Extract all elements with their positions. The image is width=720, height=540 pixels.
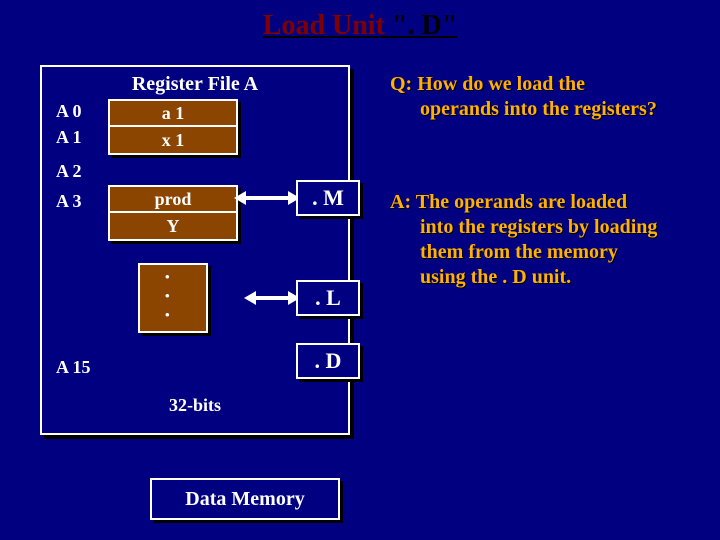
reg-label-A15: A 15 xyxy=(56,357,91,378)
slide-title: Load Unit ". D" xyxy=(0,10,720,42)
register-file-title: Register File A xyxy=(42,73,348,96)
answer-line2: into the registers by loading xyxy=(390,215,705,240)
reg-cell-A3-Y: Y xyxy=(108,213,238,241)
title-part1: Load Unit xyxy=(263,10,392,41)
reg-cell-A1: x 1 xyxy=(108,127,238,155)
unit-D-box: . D xyxy=(296,343,360,379)
bits-label: 32-bits xyxy=(42,395,348,416)
answer-line4: using the . D unit. xyxy=(390,265,705,290)
answer-text: A: The operands are loaded into the regi… xyxy=(390,190,705,290)
arrow-regfile-to-L xyxy=(254,296,290,300)
reg-cell-ellipsis: . . . xyxy=(138,263,208,333)
reg-cell-A2-prod: prod xyxy=(108,185,238,213)
reg-label-A1: A 1 xyxy=(56,127,82,148)
answer-line1: A: The operands are loaded xyxy=(390,191,627,213)
unit-L-box: . L xyxy=(296,280,360,316)
unit-M-box: . M xyxy=(296,180,360,216)
answer-line3: them from the memory xyxy=(390,240,705,265)
reg-cell-A0: a 1 xyxy=(108,99,238,127)
reg-label-A2: A 2 xyxy=(56,161,82,182)
reg-label-A3: A 3 xyxy=(56,191,82,212)
arrow-regfile-to-M xyxy=(244,196,290,200)
title-part2: ". D" xyxy=(392,10,457,41)
register-file-panel: Register File A A 0 A 1 A 2 A 3 A 15 a 1… xyxy=(40,65,350,435)
question-line2: operands into the registers? xyxy=(390,97,705,122)
data-memory-box: Data Memory xyxy=(150,478,340,520)
question-text: Q: How do we load the operands into the … xyxy=(390,72,705,122)
reg-label-A0: A 0 xyxy=(56,101,82,122)
dots-text: . . . xyxy=(165,274,180,322)
question-line1: Q: How do we load the xyxy=(390,73,585,95)
